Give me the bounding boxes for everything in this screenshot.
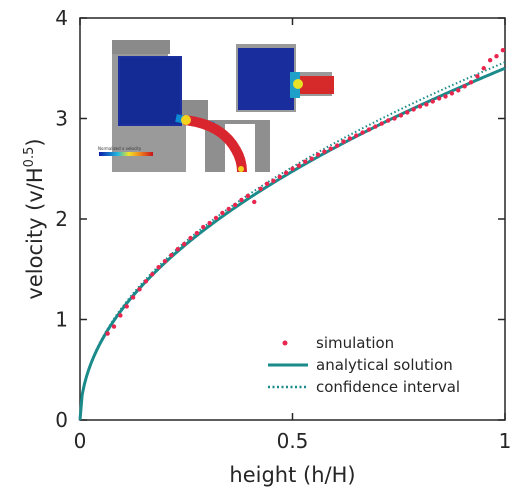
simulation-point (201, 224, 206, 230)
simulation-point (111, 324, 117, 329)
simulation-point (150, 272, 155, 277)
simulation-point (443, 94, 448, 99)
y-tick-label: 3 (55, 107, 68, 131)
simulation-point (245, 193, 251, 199)
simulation-point (156, 265, 161, 270)
simulation-point (130, 295, 136, 300)
analytical-solution-line (78, 66, 506, 421)
simulation-point (252, 199, 257, 205)
simulation-point (360, 130, 365, 135)
legend-confidence-label: confidence interval (316, 378, 460, 396)
simulation-point (303, 159, 308, 164)
simulation-point (283, 170, 289, 175)
simulation-point (379, 121, 384, 126)
simulation-point (188, 235, 193, 241)
simulation-point (385, 118, 391, 123)
simulation-point (411, 107, 416, 112)
simulation-point (277, 174, 282, 179)
x-tick-label: 1 (499, 429, 512, 453)
simulation-point (430, 99, 435, 104)
x-tick-label: 0 (74, 429, 87, 453)
y-tick-label: 4 (55, 6, 68, 30)
simulation-point (436, 96, 442, 101)
simulation-point (494, 53, 499, 59)
simulation-point (226, 206, 231, 212)
legend: simulation analytical solution confidence … (268, 334, 460, 396)
simulation-point (373, 124, 378, 129)
simulation-point (449, 91, 455, 96)
colorbar-label: Normalized x velocity (98, 146, 142, 151)
simulation-point (124, 304, 129, 309)
y-tick-label: 1 (55, 308, 68, 332)
simulation-point (487, 58, 493, 63)
simulation-point (366, 127, 372, 132)
simulation-point (315, 152, 321, 157)
simulation-point (162, 259, 168, 264)
legend-analytical-label: analytical solution (316, 356, 453, 374)
simulation-point (481, 66, 486, 71)
simulation-point (328, 146, 333, 151)
simulation-point (475, 74, 480, 79)
simulation-point (169, 252, 174, 258)
simulation-point (290, 166, 295, 171)
simulation-point (175, 246, 180, 252)
y-axis-label-main: velocity (v/H (23, 167, 47, 299)
simulation-inset-left: Normalized x velocity (98, 40, 270, 173)
simulation-point (417, 104, 423, 109)
simulation-point (271, 178, 276, 184)
simulation-point (398, 113, 404, 118)
simulation-point (213, 215, 219, 221)
simulation-point (322, 149, 327, 154)
simulation-point (462, 84, 467, 89)
series-layer (78, 47, 506, 421)
simulation-point (500, 47, 506, 53)
simulation-point (309, 156, 314, 161)
simulation-point (424, 102, 429, 107)
x-axis-label: height (h/H) (229, 463, 355, 487)
simulation-point (405, 110, 410, 115)
simulation-point (181, 241, 187, 247)
legend-simulation-marker (282, 340, 288, 346)
simulation-point (220, 210, 225, 216)
simulation-point (118, 313, 123, 318)
y-tick-label: 2 (55, 207, 68, 231)
simulation-inset-right (236, 44, 334, 112)
simulation-point (194, 230, 200, 236)
legend-simulation-label: simulation (316, 334, 394, 352)
simulation-point (207, 220, 212, 226)
simulation-point (258, 186, 263, 192)
simulation-point (334, 143, 340, 148)
simulation-point (341, 139, 346, 144)
simulation-point (105, 331, 110, 336)
simulation-point (143, 279, 149, 284)
simulation-point (392, 116, 397, 121)
simulation-point (264, 181, 270, 187)
simulation-point (354, 133, 359, 138)
simulation-point (468, 80, 474, 85)
simulation-point (347, 136, 353, 141)
y-axis-label: velocity (v/H0.5) (22, 138, 47, 299)
x-tick-label: 0.5 (277, 429, 309, 453)
simulation-point (456, 88, 461, 93)
simulation-point (137, 287, 142, 292)
colorbar (99, 152, 153, 156)
simulation-point (239, 197, 244, 203)
y-axis-label-exponent: 0.5 (22, 147, 37, 168)
y-tick-label: 0 (55, 408, 68, 432)
axis-ticks: 0 0.5 1 0 1 2 3 4 (55, 6, 511, 453)
simulation-point (232, 202, 238, 208)
simulation-point (296, 163, 302, 168)
y-axis-label-close: ) (23, 138, 47, 146)
